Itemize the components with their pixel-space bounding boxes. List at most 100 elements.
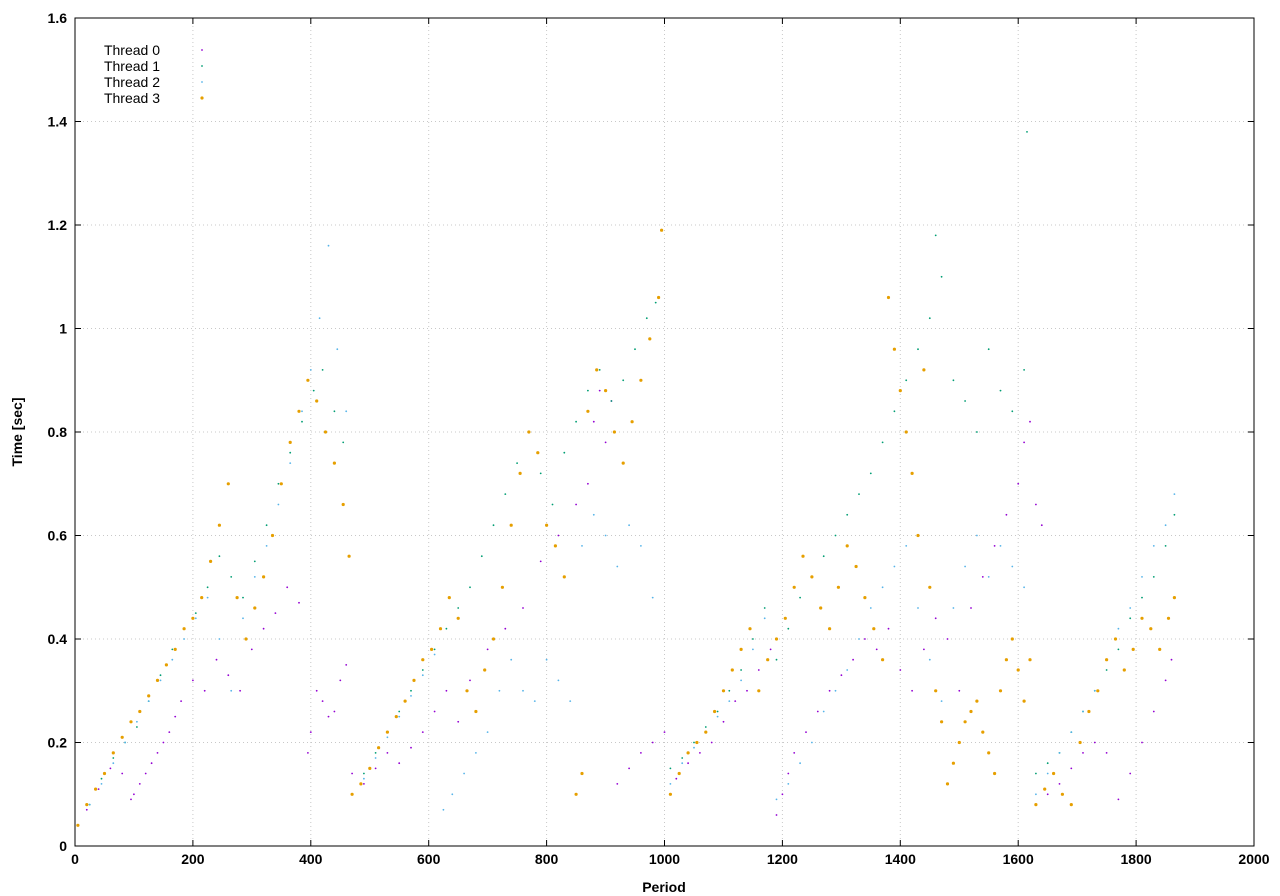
data-point [1078,740,1082,745]
data-point [668,792,673,796]
data-point [129,720,133,724]
data-point [775,814,778,816]
data-point [669,783,672,785]
data-point [869,607,872,609]
data-point [333,710,336,713]
data-point [575,503,577,506]
series-1 [77,131,1176,827]
data-point [630,420,634,424]
data-point [969,709,973,714]
data-point [569,700,572,702]
data-point [787,783,790,785]
data-point [173,647,177,652]
data-point [1070,767,1073,770]
data-point [592,513,595,516]
data-point [1113,637,1118,641]
data-point [194,617,197,620]
data-point [934,234,937,237]
data-point [716,715,719,718]
data-point [1152,545,1155,547]
x-axis-label: Period [642,879,686,895]
data-point [1131,647,1135,652]
data-point [1043,787,1047,791]
x-tick-label: 1400 [885,851,916,867]
data-point [976,431,978,433]
data-point [500,585,504,589]
y-tick-label: 1.2 [48,217,68,233]
data-point [713,709,717,714]
data-point [893,565,896,568]
data-point [769,648,772,651]
data-point [230,576,233,578]
data-point [740,679,742,682]
data-point [916,533,920,538]
data-point [1152,710,1155,713]
data-point [327,244,330,247]
data-point [648,337,652,341]
data-point [124,741,126,744]
y-tick-label: 0.2 [48,735,68,751]
data-point [94,787,98,791]
data-point [1029,420,1031,423]
data-point [834,534,837,537]
data-point [351,772,353,775]
data-point [999,389,1002,392]
data-point [892,347,897,351]
data-point [928,317,931,320]
data-point [242,617,244,620]
data-point [509,523,513,527]
data-point [663,731,666,733]
data-point [121,772,124,775]
data-point [447,596,451,600]
data-point [863,596,867,600]
data-point [442,808,445,811]
data-point [289,451,292,454]
data-point [374,752,377,754]
data-point [681,757,684,759]
x-tick-label: 1600 [1003,851,1034,867]
data-point [763,617,766,620]
data-point [288,440,292,444]
data-point [1129,617,1132,620]
data-point [687,762,689,765]
axis-ticks: 0 200 400 600 800 1000 1200 1400 1600 1800 2000 0 0.… [48,10,1270,867]
data-point [244,637,248,641]
data-point [218,638,221,640]
data-point [498,689,501,692]
data-point [775,798,778,801]
data-point [1023,369,1025,371]
data-point [783,616,787,620]
data-point [893,410,896,413]
data-point [209,559,213,564]
data-point [1117,798,1120,801]
data-point [964,400,966,402]
data-point [100,777,103,780]
data-point [976,534,978,537]
data-point [1023,586,1025,589]
data-point [332,461,336,465]
data-point [604,441,607,444]
x-tick-label: 400 [299,851,323,867]
data-point [412,678,416,683]
data-point [581,545,583,547]
data-point [147,694,151,698]
data-point [934,689,938,693]
data-point [277,482,280,485]
data-point [1122,668,1126,672]
data-point [716,710,719,713]
data-point [704,730,708,734]
data-point [421,669,424,671]
data-point [465,689,469,693]
data-point [1129,772,1132,775]
data-point [970,607,972,609]
y-tick-label: 0.8 [48,424,68,440]
data-point [270,533,275,538]
data-point [374,757,377,759]
data-point [551,503,554,506]
data-point [226,482,230,486]
data-point [1164,524,1167,527]
data-point [580,771,584,776]
data-point [339,679,342,682]
y-tick-label: 0 [59,838,67,854]
data-point [898,389,902,393]
